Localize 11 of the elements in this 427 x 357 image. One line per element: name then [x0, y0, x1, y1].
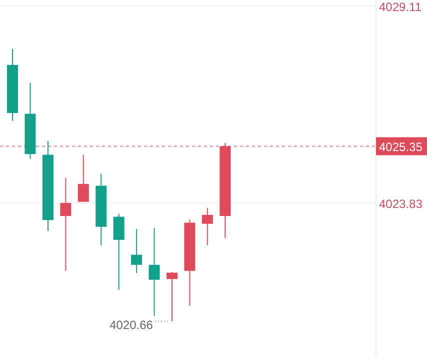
candlestick	[60, 177, 72, 272]
candlestick	[131, 228, 142, 274]
candlestick	[202, 207, 213, 246]
y-tick-label: 4029.11	[379, 0, 422, 14]
y-tick-label: 4023.83	[379, 196, 423, 211]
annotation: 4020.66	[110, 318, 154, 332]
candlestick	[113, 213, 124, 290]
candlestick	[78, 154, 89, 202]
candlestick	[166, 271, 178, 322]
candlestick	[148, 227, 160, 316]
ref-line-label: 4025.35	[379, 140, 423, 154]
